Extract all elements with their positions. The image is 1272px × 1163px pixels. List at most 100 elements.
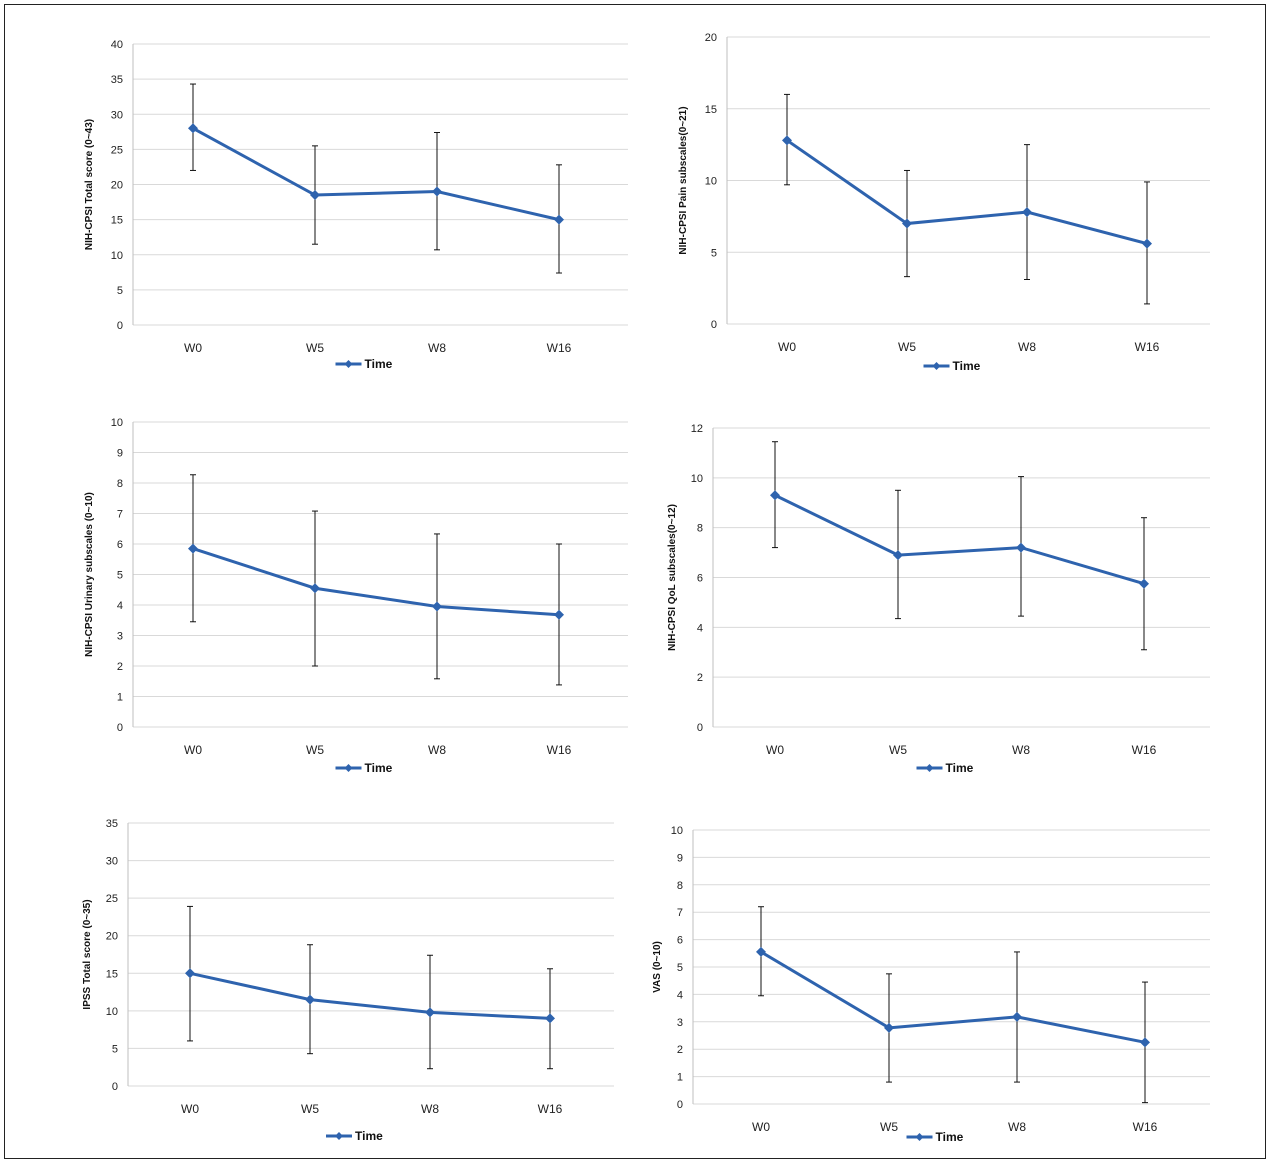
y-tick-label: 35 xyxy=(111,74,123,86)
legend-marker xyxy=(925,764,934,772)
data-point xyxy=(305,994,315,1005)
x-tick-label: W5 xyxy=(880,1120,898,1134)
y-tick-label: 4 xyxy=(117,600,123,612)
x-tick-label: W0 xyxy=(181,1102,199,1116)
y-tick-label: 20 xyxy=(111,180,123,192)
chart-panel-5: 0 1 2 3 4 5 6 7 8 9 10 W0 W5 W8 W16 VAS (0~10) Time xyxy=(652,825,1210,1144)
y-tick-label: 1 xyxy=(677,1072,683,1084)
series-line xyxy=(192,126,560,222)
data-point xyxy=(782,135,792,146)
y-tick-label: 8 xyxy=(677,880,683,892)
chart-panel-4: 0 5 10 15 20 25 30 35 W0 W5 W8 W16 IPSS Total score … xyxy=(82,818,614,1143)
y-tick-label: 6 xyxy=(697,573,703,585)
x-tick-label: W5 xyxy=(898,340,916,354)
y-tick-label: 10 xyxy=(671,825,683,837)
x-tick-label: W16 xyxy=(547,341,572,355)
y-tick-label: 7 xyxy=(117,509,123,521)
data-point xyxy=(1016,542,1026,553)
y-tick-label: 30 xyxy=(106,856,118,868)
y-tick-label: 6 xyxy=(117,539,123,551)
y-tick-label: 0 xyxy=(117,722,123,734)
x-tick-label: W0 xyxy=(184,341,202,355)
x-tick-label: W16 xyxy=(547,743,572,757)
data-point xyxy=(770,490,780,501)
legend-label: Time xyxy=(355,1129,383,1143)
y-tick-label: 10 xyxy=(111,417,123,429)
legend-marker xyxy=(932,362,941,370)
y-tick-label: 15 xyxy=(106,968,118,980)
data-point xyxy=(432,186,442,197)
y-tick-label: 3 xyxy=(677,1017,683,1029)
y-tick-label: 9 xyxy=(117,448,123,460)
series-line xyxy=(760,950,1146,1044)
chart-panel-2: 0 1 2 3 4 5 6 7 8 9 10 W0 W5 W8 W16 NIH-CPSI Urinary su… xyxy=(84,417,628,775)
y-axis-label: NIH-CPSI Pain subscales(0~21) xyxy=(678,106,689,254)
legend-label: Time xyxy=(936,1130,964,1144)
y-tick-label: 5 xyxy=(112,1043,118,1055)
x-tick-label: W5 xyxy=(301,1102,319,1116)
data-point xyxy=(545,1013,555,1024)
y-tick-label: 2 xyxy=(697,672,703,684)
chart-panel-3: 0 2 4 6 8 10 12 W0 W5 W8 W16 NIH-CPSI QoL subscales… xyxy=(667,423,1210,775)
y-tick-label: 15 xyxy=(705,104,717,116)
data-point xyxy=(1140,1037,1150,1048)
y-tick-label: 25 xyxy=(106,893,118,905)
x-tick-label: W8 xyxy=(428,743,446,757)
y-tick-label: 10 xyxy=(111,250,123,262)
y-tick-label: 15 xyxy=(111,215,123,227)
data-point xyxy=(893,550,903,561)
y-tick-label: 12 xyxy=(691,423,703,435)
x-tick-label: W8 xyxy=(1008,1120,1026,1134)
y-tick-label: 35 xyxy=(106,818,118,830)
legend-marker xyxy=(344,764,353,772)
x-tick-label: W5 xyxy=(306,743,324,757)
data-point xyxy=(188,123,198,134)
data-point xyxy=(188,543,198,554)
y-tick-label: 2 xyxy=(677,1044,683,1056)
x-tick-label: W16 xyxy=(1132,743,1157,757)
y-tick-label: 5 xyxy=(117,285,123,297)
data-point xyxy=(310,583,320,594)
y-tick-label: 7 xyxy=(677,907,683,919)
legend-marker xyxy=(344,360,353,368)
y-tick-label: 9 xyxy=(677,852,683,864)
y-tick-label: 0 xyxy=(697,722,703,734)
legend-label: Time xyxy=(365,357,393,371)
legend-label: Time xyxy=(946,761,974,775)
y-tick-label: 10 xyxy=(691,473,703,485)
x-tick-label: W16 xyxy=(538,1102,563,1116)
x-tick-label: W5 xyxy=(889,743,907,757)
y-tick-label: 5 xyxy=(117,570,123,582)
y-tick-label: 40 xyxy=(111,39,123,51)
y-tick-label: 20 xyxy=(106,931,118,943)
chart-panel-0: 0 5 10 15 20 25 30 35 40 W0 W5 W8 W16 NIH-CPSI Total … xyxy=(84,39,628,371)
y-tick-label: 4 xyxy=(697,622,703,634)
data-point xyxy=(310,190,320,201)
series-line xyxy=(774,493,1145,586)
y-tick-label: 2 xyxy=(117,661,123,673)
series-line xyxy=(189,971,551,1020)
x-tick-label: W0 xyxy=(778,340,796,354)
y-tick-label: 0 xyxy=(117,320,123,332)
x-tick-label: W8 xyxy=(421,1102,439,1116)
y-axis-label: NIH-CPSI Urinary subscales (0~10) xyxy=(84,492,95,657)
y-tick-label: 0 xyxy=(112,1081,118,1093)
data-point xyxy=(902,218,912,229)
y-tick-label: 5 xyxy=(677,962,683,974)
data-point xyxy=(1139,578,1149,589)
data-point xyxy=(884,1022,894,1033)
y-tick-label: 1 xyxy=(117,692,123,704)
y-tick-label: 30 xyxy=(111,109,123,121)
y-tick-label: 3 xyxy=(117,631,123,643)
data-point xyxy=(1142,238,1152,249)
x-tick-label: W8 xyxy=(1012,743,1030,757)
data-point xyxy=(425,1007,435,1018)
figure-frame xyxy=(4,4,1266,1159)
data-point xyxy=(432,601,442,612)
y-tick-label: 10 xyxy=(705,176,717,188)
y-axis-label: NIH-CPSI Total score (0~43) xyxy=(84,119,95,250)
data-point xyxy=(1022,207,1032,218)
legend-label: Time xyxy=(365,761,393,775)
